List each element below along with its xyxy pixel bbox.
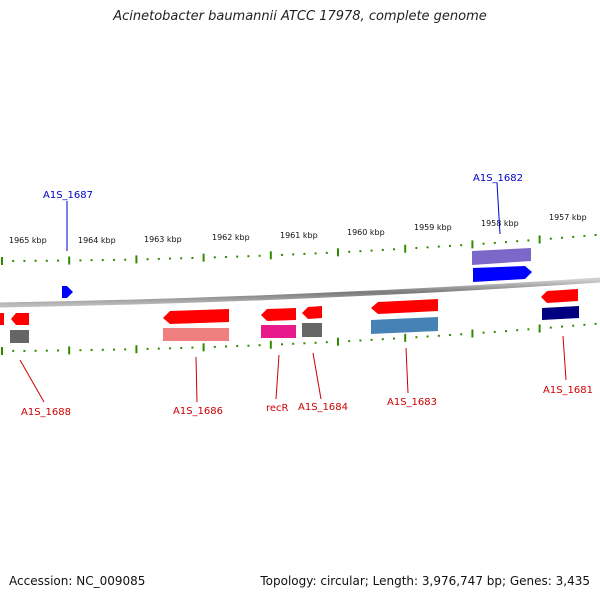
gene-A1S_1688[interactable]: A1S_1688 — [0, 313, 71, 418]
scale-label: 1957 kbp — [549, 213, 587, 222]
gene-arrow[interactable] — [261, 308, 296, 321]
gene-arrow[interactable] — [62, 286, 73, 298]
gene-leader-line — [195, 356, 198, 403]
product-bar[interactable] — [163, 328, 229, 341]
product-bar[interactable] — [542, 306, 579, 320]
gene-arrow[interactable] — [473, 266, 532, 282]
gene-leader-line — [496, 182, 501, 235]
gene-leader-line — [312, 352, 322, 400]
gene-A1S_1687[interactable]: A1S_1687 — [43, 190, 93, 298]
gene-label: A1S_1682 — [473, 173, 523, 184]
scale-label: 1962 kbp — [212, 233, 250, 242]
gene-arrow[interactable] — [11, 313, 29, 325]
gene-leader-line — [562, 335, 567, 381]
gene-leader-line — [275, 354, 280, 400]
gene-label: A1S_1687 — [43, 190, 93, 201]
scale-label: 1963 kbp — [144, 235, 182, 244]
product-bar[interactable] — [10, 330, 29, 343]
gene-A1S_1681[interactable]: A1S_1681 — [541, 289, 593, 396]
scale-label: 1965 kbp — [9, 236, 47, 245]
accession-text: Accession: NC_009085 — [9, 574, 146, 588]
gene-leader-line — [405, 347, 409, 394]
gene-arrow[interactable] — [371, 299, 438, 314]
lower-scale-ticks — [1, 322, 597, 355]
genome-backbone — [0, 277, 600, 308]
gene-arrow[interactable] — [0, 313, 4, 325]
gene-A1S_1682[interactable]: A1S_1682 — [472, 173, 532, 282]
product-bar[interactable] — [261, 325, 296, 338]
scale-label: 1961 kbp — [280, 231, 318, 240]
gene-arrow[interactable] — [541, 289, 578, 303]
genome-title: Acinetobacter baumannii ATCC 17978, comp… — [113, 9, 487, 24]
product-bar[interactable] — [472, 248, 531, 265]
gene-A1S_1686[interactable]: A1S_1686 — [163, 309, 229, 417]
gene-label: A1S_1686 — [173, 406, 223, 417]
product-bar[interactable] — [302, 323, 322, 337]
gene-arrow[interactable] — [302, 306, 322, 319]
topology-text: Topology: circular; Length: 3,976,747 bp… — [260, 574, 590, 588]
product-bar[interactable] — [371, 317, 438, 334]
gene-label: A1S_1681 — [543, 385, 593, 396]
gene-label: A1S_1683 — [387, 397, 437, 408]
gene-recR[interactable]: recR — [261, 308, 296, 414]
scale-label: 1959 kbp — [414, 223, 452, 232]
gene-label: A1S_1688 — [21, 407, 71, 418]
upper-scale-ticks — [1, 234, 597, 265]
gene-A1S_1684[interactable]: A1S_1684 — [298, 306, 348, 413]
gene-leader-line — [19, 359, 45, 403]
scale-label: 1964 kbp — [78, 236, 116, 245]
gene-label: A1S_1684 — [298, 402, 348, 413]
gene-A1S_1683[interactable]: A1S_1683 — [371, 299, 438, 408]
gene-label: recR — [266, 403, 289, 414]
gene-arrow[interactable] — [163, 309, 229, 324]
scale-label: 1960 kbp — [347, 228, 385, 237]
